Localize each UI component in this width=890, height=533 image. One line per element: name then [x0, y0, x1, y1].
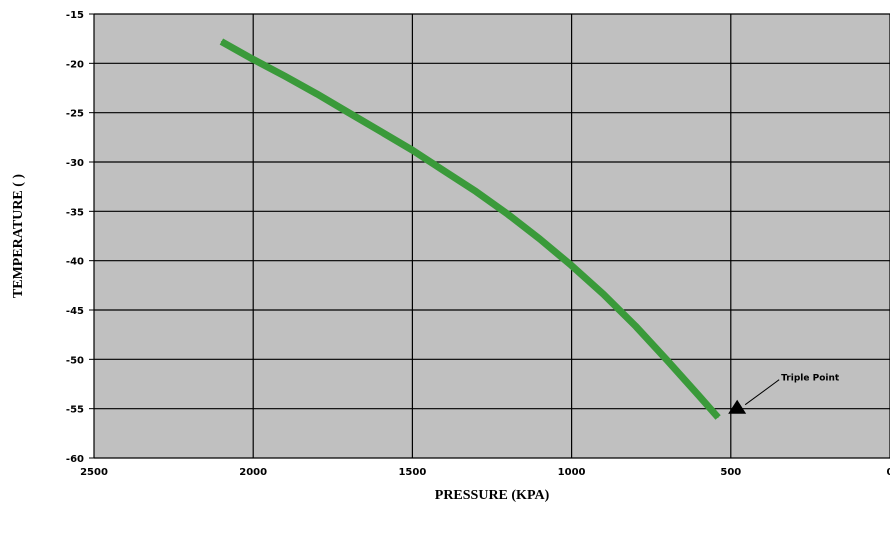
- data-point: [220, 41, 222, 43]
- x-tick-labels: 2500 2000 1500 1000 500 0: [80, 467, 890, 478]
- y-tick-labels: -15 -20 -25 -30 -35 -40 -45 -50 -55 -60: [66, 10, 84, 465]
- y-tick-label: -40: [66, 257, 84, 268]
- y-tick-label: -35: [66, 207, 84, 218]
- data-point: [284, 75, 286, 77]
- data-point: [252, 58, 254, 60]
- x-tick-label: 500: [720, 467, 741, 478]
- data-point: [411, 149, 413, 151]
- triple-point-label: Triple Point: [781, 374, 840, 384]
- data-point: [698, 395, 700, 397]
- data-point: [316, 93, 318, 95]
- data-point: [666, 359, 668, 361]
- y-tick-label: -20: [66, 59, 84, 70]
- data-point: [539, 238, 541, 240]
- x-tick-label: 1500: [398, 467, 426, 478]
- y-tick-label: -45: [66, 306, 84, 317]
- data-point: [443, 170, 445, 172]
- y-tick-label: -15: [66, 10, 84, 21]
- annotation-leader-line: [744, 379, 780, 406]
- y-tick-label: -55: [66, 405, 84, 416]
- y-tick-label: -60: [66, 454, 84, 465]
- plot-area: [93, 13, 890, 459]
- triple-point-marker: [728, 399, 747, 414]
- grid: [89, 13, 890, 459]
- y-tick-label: -50: [66, 355, 84, 366]
- x-tick-label: 1000: [558, 467, 586, 478]
- x-tick-label: 2000: [239, 467, 267, 478]
- x-tick-label: 0: [887, 467, 890, 478]
- data-point: [571, 265, 573, 267]
- series-layer: [219, 38, 721, 420]
- y-tick-label: -30: [66, 158, 84, 169]
- data-point: [507, 213, 509, 215]
- data-point: [602, 293, 604, 295]
- x-axis-label: PRESSURE (KPA): [435, 488, 550, 503]
- y-axis-label: TEMPERATURE ( ): [11, 174, 26, 299]
- data-point: [380, 130, 382, 132]
- annotation-layer: Triple Point: [728, 374, 840, 414]
- data-point: [717, 417, 719, 419]
- data-point: [348, 112, 350, 114]
- data-point: [475, 191, 477, 193]
- data-point: [634, 325, 636, 327]
- x-tick-label: 2500: [80, 467, 108, 478]
- y-tick-label: -25: [66, 109, 84, 120]
